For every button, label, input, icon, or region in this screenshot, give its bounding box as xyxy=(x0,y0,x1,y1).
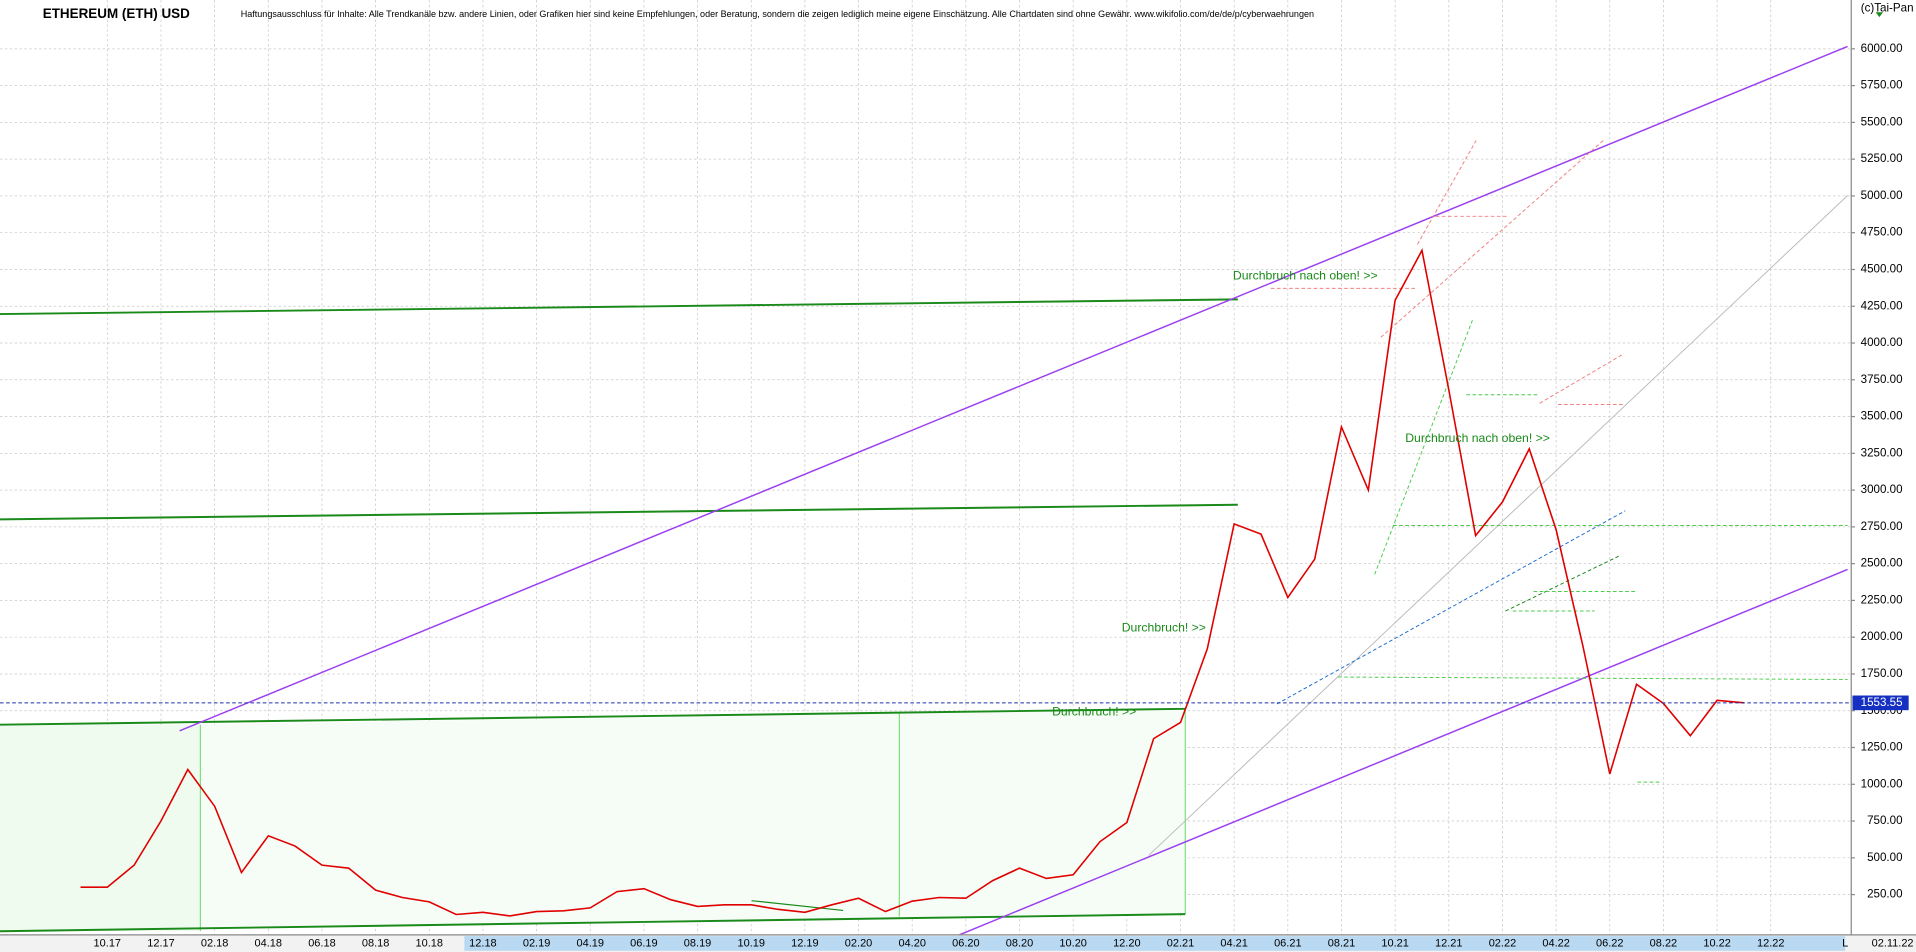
y-tick-label: 1250.00 xyxy=(1861,741,1903,754)
resistance-line xyxy=(1539,353,1623,404)
channel-line xyxy=(0,503,1238,521)
y-axis-area xyxy=(1851,0,1916,935)
price-layer: Durchbruch nach oben! >> Durchbruch nach … xyxy=(0,248,1852,917)
y-tick-label: 4500.00 xyxy=(1861,263,1903,276)
x-tick-label: 08.20 xyxy=(1006,937,1033,949)
x-tick-label: 06.20 xyxy=(952,937,979,949)
chart-title: ETHEREUM (ETH) USD xyxy=(43,6,190,21)
support-line xyxy=(1338,676,1848,680)
y-tick-label: 2750.00 xyxy=(1861,520,1903,533)
x-tick-label: 10.22 xyxy=(1703,937,1730,949)
trend-line xyxy=(1505,555,1620,612)
y-tick-label: 5500.00 xyxy=(1861,115,1903,128)
y-tick-label: 500.00 xyxy=(1867,851,1902,864)
x-tick-label: 06.22 xyxy=(1596,937,1623,949)
x-tick-label: 08.22 xyxy=(1650,937,1677,949)
x-tick-label: 04.22 xyxy=(1542,937,1569,949)
annotation: Durchbruch nach oben! >> xyxy=(1405,431,1550,445)
x-tick-label: 12.21 xyxy=(1435,937,1462,949)
y-tick-label: 3250.00 xyxy=(1861,446,1903,459)
price-line xyxy=(80,248,1745,917)
x-tick-label: 04.18 xyxy=(255,937,282,949)
trend-line xyxy=(1276,510,1626,705)
x-tick-label: 10.20 xyxy=(1059,937,1086,949)
annotation: Durchbruch nach oben! >> xyxy=(1233,268,1378,282)
x-tick-label: 04.21 xyxy=(1220,937,1247,949)
marker xyxy=(1875,12,1884,18)
trend-line xyxy=(1374,320,1473,575)
y-tick-label: 3000.00 xyxy=(1861,483,1903,496)
channel-line xyxy=(0,298,1238,316)
y-tick-label: 2250.00 xyxy=(1861,593,1903,606)
y-tick-label: 3750.00 xyxy=(1861,373,1903,386)
x-tick-label: 12.17 xyxy=(147,937,174,949)
y-tick-label: 250.00 xyxy=(1867,888,1902,901)
x-tick-label: 02.18 xyxy=(201,937,228,949)
x-tick-label: 12.18 xyxy=(469,937,496,949)
y-tick-label: 5000.00 xyxy=(1861,189,1903,202)
annotation: Durchbruch! >> xyxy=(1122,620,1206,634)
y-tick-label: 1750.00 xyxy=(1861,667,1903,680)
x-tick-label: 04.20 xyxy=(898,937,925,949)
trend-line xyxy=(179,45,1848,732)
zone xyxy=(0,724,201,932)
last-price-box xyxy=(1852,695,1909,711)
disclaimer: Haftungsausschluss für Inhalte: Alle Tre… xyxy=(241,9,1314,19)
y-tick-label: 2000.00 xyxy=(1861,630,1903,643)
y-tick-label: 5750.00 xyxy=(1861,79,1903,92)
x-tick-label: 06.18 xyxy=(308,937,335,949)
last-price-label: 1553.55 xyxy=(1861,696,1903,709)
resistance-line xyxy=(1417,140,1477,245)
x-tick-label: 10.21 xyxy=(1381,937,1408,949)
x-tick-label: 08.21 xyxy=(1328,937,1355,949)
y-tick-label: 5250.00 xyxy=(1861,152,1903,165)
x-tick-label: 02.19 xyxy=(523,937,550,949)
x-tick-label: 12.20 xyxy=(1113,937,1140,949)
x-tick-label: 04.19 xyxy=(577,937,604,949)
x-tick-label: 08.19 xyxy=(684,937,711,949)
channel-line xyxy=(0,707,1186,726)
trend-lines xyxy=(0,45,1848,936)
annotation: Durchbruch! >> xyxy=(1052,705,1136,719)
x-tick-label: 06.21 xyxy=(1274,937,1301,949)
scroll-bar[interactable] xyxy=(464,936,1846,951)
x-tick-label: 10.17 xyxy=(94,937,121,949)
copyright: (c)Tai-Pan xyxy=(1861,2,1914,15)
y-tick-label: 1000.00 xyxy=(1861,777,1903,790)
zone xyxy=(200,708,1186,929)
date: 02.11.22 xyxy=(1872,937,1914,949)
trend-line xyxy=(751,900,844,912)
resistance-line xyxy=(1380,140,1604,338)
x-tick-label: 06.19 xyxy=(630,937,657,949)
axis-labels: 250.00500.00750.001000.001250.001500.001… xyxy=(94,42,1909,949)
x-tick-label: 02.20 xyxy=(845,937,872,949)
y-tick-label: 4750.00 xyxy=(1861,226,1903,239)
y-tick-label: 750.00 xyxy=(1867,814,1902,827)
y-tick-label: 3500.00 xyxy=(1861,410,1903,423)
x-tick-label: 02.21 xyxy=(1167,937,1194,949)
channel-line xyxy=(0,913,1186,933)
x-tick-label: 10.18 xyxy=(416,937,443,949)
x-tick-label: 10.19 xyxy=(737,937,764,949)
y-tick-label: 4000.00 xyxy=(1861,336,1903,349)
y-tick-label: 6000.00 xyxy=(1861,42,1903,55)
x-tick-label: 02.22 xyxy=(1489,937,1516,949)
x-tick-label: 12.22 xyxy=(1757,937,1784,949)
y-tick-label: 2500.00 xyxy=(1861,557,1903,570)
x-tick-label: 12.19 xyxy=(791,937,818,949)
trend-line xyxy=(958,568,1848,936)
y-tick-label: 4250.00 xyxy=(1861,299,1903,312)
x-tick-label: 08.18 xyxy=(362,937,389,949)
scale-mode[interactable]: L xyxy=(1842,937,1848,949)
